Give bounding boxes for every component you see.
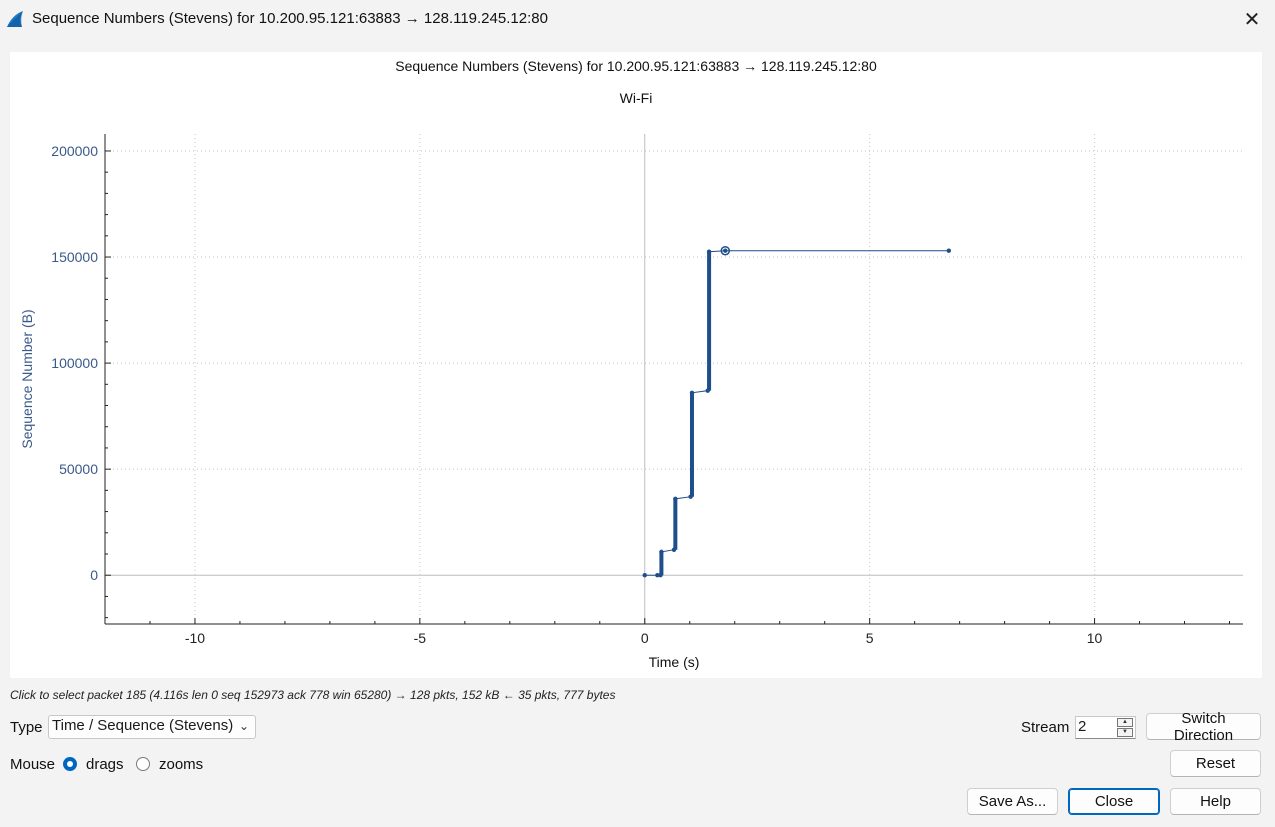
data-point[interactable] [723, 248, 728, 253]
zooms-radio[interactable] [136, 757, 150, 771]
status-hint: Click to select packet 185 (4.116s len 0… [10, 688, 616, 702]
close-icon[interactable]: ✕ [1243, 8, 1261, 31]
x-axis-label: Time (s) [649, 654, 700, 670]
stream-label: Stream [1021, 719, 1070, 736]
data-point[interactable] [658, 573, 663, 578]
y-tick-label: 0 [90, 567, 98, 583]
chevron-down-icon: ⌄ [238, 719, 249, 733]
switch-direction-button[interactable]: Switch Direction [1146, 710, 1261, 744]
window-title: Sequence Numbers (Stevens) for 10.200.95… [32, 10, 548, 27]
x-tick-label: -10 [185, 630, 205, 646]
x-tick-label: 5 [866, 630, 874, 646]
data-point[interactable] [659, 549, 664, 555]
spin-down-icon[interactable]: ▼ [1117, 728, 1133, 737]
y-axis-label: Sequence Number (B) [19, 309, 35, 448]
chart-title: Sequence Numbers (Stevens) for 10.200.95… [395, 58, 877, 74]
graph-type-value: Time / Sequence (Stevens) [52, 717, 234, 734]
data-point[interactable] [671, 547, 677, 552]
save-as-button[interactable]: Save As... [967, 788, 1058, 815]
type-label: Type [10, 719, 43, 736]
chart-subtitle: Wi-Fi [620, 90, 653, 106]
plot-area[interactable]: Sequence Numbers (Stevens) for 10.200.95… [10, 52, 1262, 678]
x-tick-label: 10 [1087, 630, 1103, 646]
drags-label[interactable]: drags [86, 756, 124, 773]
y-tick-label: 200000 [51, 143, 98, 159]
spin-up-icon[interactable]: ▲ [1117, 718, 1133, 727]
y-tick-label: 150000 [51, 249, 98, 265]
data-point[interactable] [688, 494, 693, 499]
data-point[interactable] [706, 249, 712, 254]
title-bar: Sequence Numbers (Stevens) for 10.200.95… [0, 0, 1275, 38]
stream-value[interactable]: 2 [1078, 718, 1087, 735]
data-point[interactable] [946, 248, 952, 253]
close-button[interactable]: Close [1068, 788, 1160, 815]
x-tick-label: 0 [641, 630, 649, 646]
reset-button[interactable]: Reset [1170, 750, 1261, 777]
data-point[interactable] [673, 496, 678, 502]
data-point[interactable] [655, 573, 660, 578]
data-point[interactable] [705, 388, 710, 393]
y-tick-label: 50000 [59, 461, 98, 477]
sequence-chart[interactable]: Sequence Numbers (Stevens) for 10.200.95… [10, 52, 1262, 678]
y-tick-label: 100000 [51, 355, 98, 371]
wireshark-fin-icon [7, 11, 23, 27]
mouse-label: Mouse [10, 756, 56, 773]
graph-type-select[interactable]: Time / Sequence (Stevens) ⌄ [48, 715, 256, 739]
stream-spinbox[interactable]: 2 ▲ ▼ [1075, 716, 1136, 739]
x-tick-label: -5 [414, 630, 427, 646]
data-point[interactable] [689, 390, 695, 395]
data-point[interactable] [642, 573, 647, 578]
zooms-label[interactable]: zooms [159, 756, 204, 773]
drags-radio[interactable] [63, 757, 77, 771]
selected-point-marker[interactable] [720, 245, 731, 256]
help-button[interactable]: Help [1170, 788, 1261, 815]
